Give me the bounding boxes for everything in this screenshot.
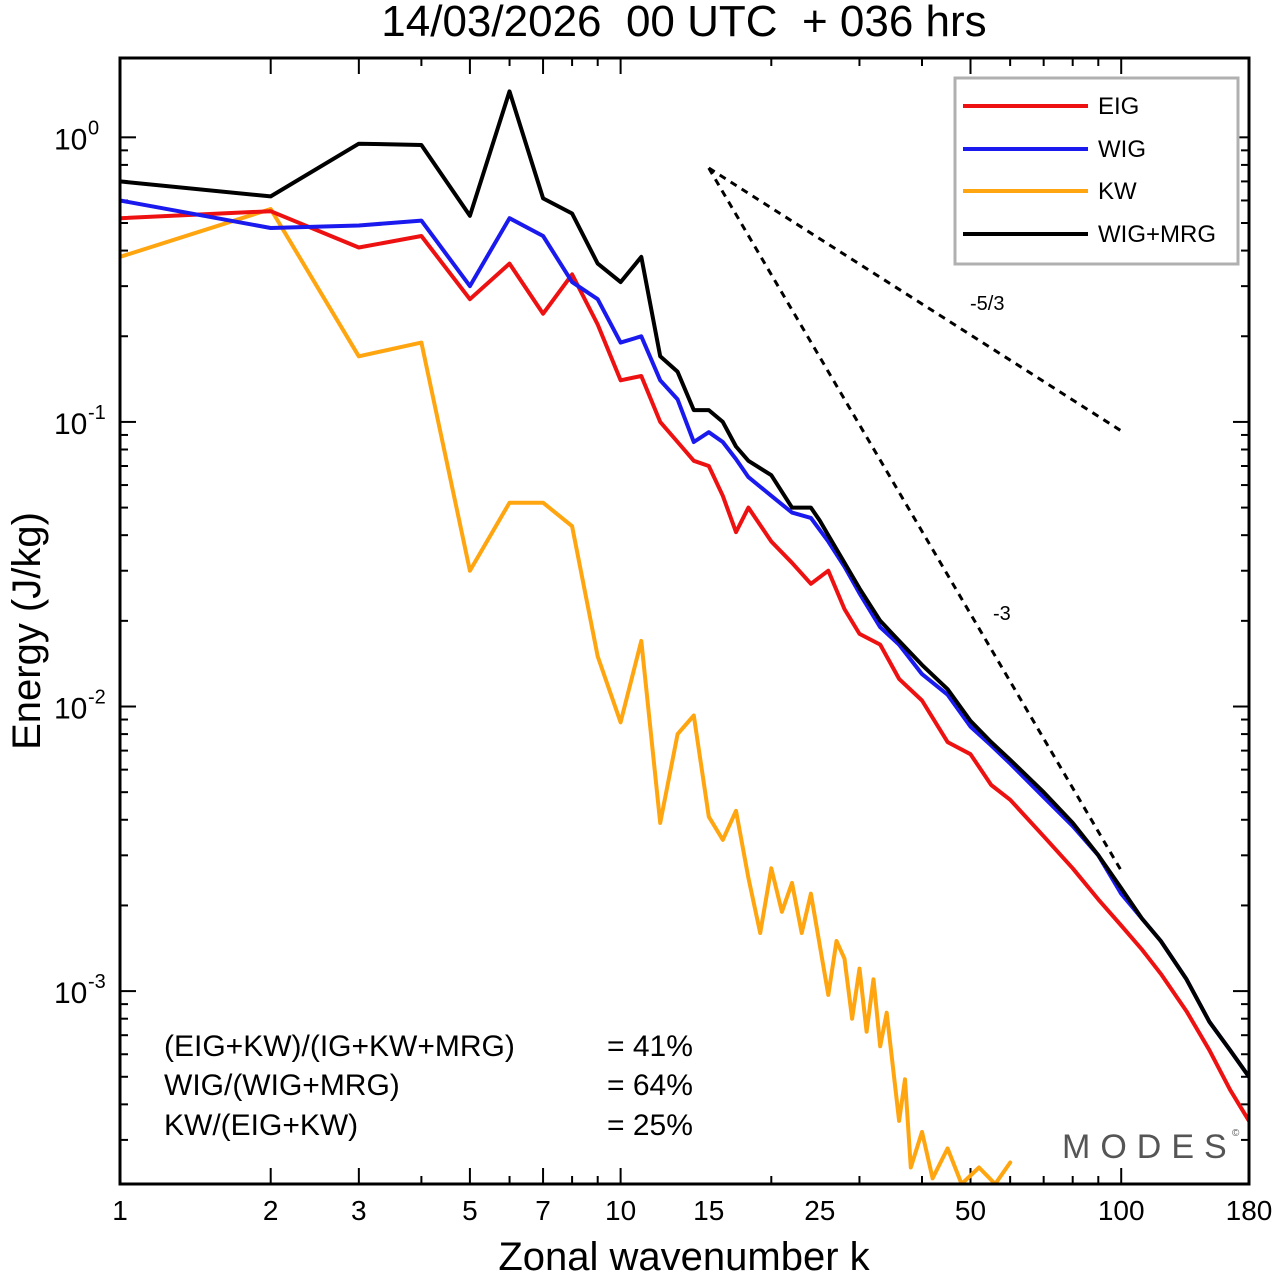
ratio-kw-value: = 25% bbox=[607, 1109, 693, 1142]
x-tick-labels: 1 2 3 5 7 10 15 25 50 100 180 bbox=[112, 1195, 1272, 1226]
y-tick-label-exponent: -3 bbox=[88, 971, 106, 993]
legend-label-eig: EIG bbox=[1098, 93, 1139, 120]
x-tick-label: 25 bbox=[804, 1195, 835, 1226]
x-tick-label: 7 bbox=[535, 1195, 551, 1226]
x-axis-label: Zonal wavenumber k bbox=[498, 1235, 870, 1279]
x-tick-label: 180 bbox=[1226, 1195, 1273, 1226]
y-axis-label: Energy (J/kg) bbox=[5, 512, 49, 750]
series-line-kw bbox=[120, 207, 1013, 1184]
legend: EIG WIG KW WIG+MRG bbox=[953, 76, 1240, 266]
ratio-wig-value: = 64% bbox=[607, 1069, 693, 1102]
x-tick-label: 10 bbox=[605, 1195, 636, 1226]
modes-watermark: MODES bbox=[1062, 1128, 1237, 1166]
reference-line-slope--5-3 bbox=[707, 166, 1123, 433]
legend-label-kw: KW bbox=[1098, 178, 1137, 205]
x-tick-label: 15 bbox=[693, 1195, 724, 1226]
y-tick-label-base: 10 bbox=[54, 408, 87, 441]
series-line-wig bbox=[120, 198, 1249, 1079]
legend-label-wig-mrg: WIG+MRG bbox=[1098, 221, 1216, 248]
x-tick-label: 5 bbox=[462, 1195, 478, 1226]
x-tick-label: 50 bbox=[955, 1195, 986, 1226]
y-tick-label-base: 10 bbox=[54, 693, 87, 726]
ratio-eig-kw-value: = 41% bbox=[607, 1030, 693, 1063]
y-tick-label-exponent: 0 bbox=[88, 117, 99, 139]
x-tick-label: 3 bbox=[351, 1195, 367, 1226]
y-tick-label-exponent: -2 bbox=[88, 687, 106, 709]
x-tick-label: 100 bbox=[1098, 1195, 1145, 1226]
plot-frame bbox=[118, 56, 1251, 1186]
slope-label-three: -3 bbox=[993, 603, 1011, 625]
ratio-annotations: (EIG+KW)/(IG+KW+MRG) = 41% WIG/(WIG+MRG)… bbox=[164, 1030, 693, 1142]
ratio-wig-label: WIG/(WIG+MRG) bbox=[164, 1069, 400, 1102]
ratio-eig-kw-label: (EIG+KW)/(IG+KW+MRG) bbox=[164, 1030, 515, 1063]
ratio-kw-label: KW/(EIG+KW) bbox=[164, 1109, 358, 1142]
slope-label-five-thirds: -5/3 bbox=[970, 293, 1004, 315]
legend-label-wig: WIG bbox=[1098, 136, 1146, 163]
reference-line-slope--3 bbox=[707, 167, 1123, 872]
series-lines bbox=[120, 89, 1249, 1184]
reference-slope-lines bbox=[707, 166, 1123, 872]
x-tick-label: 2 bbox=[263, 1195, 279, 1226]
series-line-eig bbox=[120, 209, 1249, 1123]
chart-title: 14/03/2026 00 UTC + 036 hrs bbox=[381, 0, 986, 46]
series-line-wig-mrg bbox=[120, 89, 1249, 1079]
y-tick-label-base: 10 bbox=[54, 977, 87, 1010]
x-tick-label: 1 bbox=[112, 1195, 128, 1226]
y-tick-label-exponent: -1 bbox=[88, 402, 106, 424]
y-tick-label-base: 10 bbox=[54, 123, 87, 156]
copyright-mark: © bbox=[1232, 1128, 1240, 1139]
